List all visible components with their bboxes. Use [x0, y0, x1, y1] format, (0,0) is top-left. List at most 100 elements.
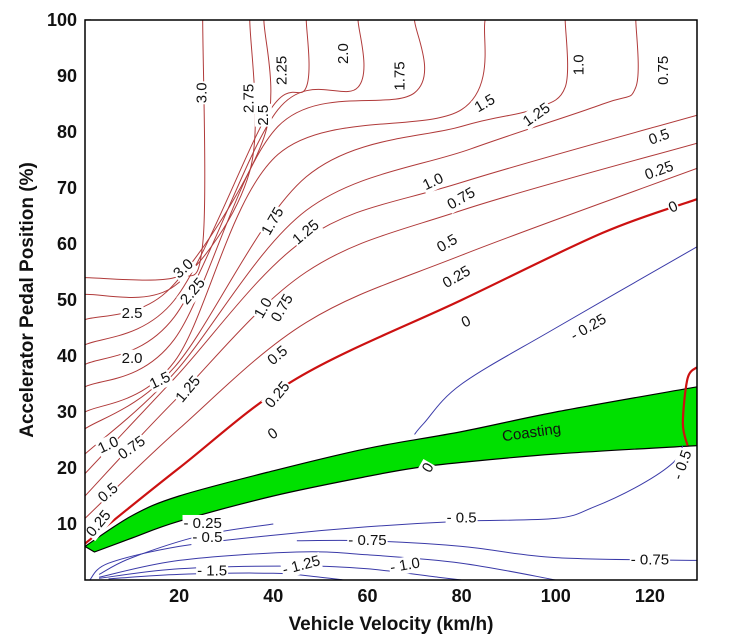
contour-line — [85, 20, 569, 430]
contour-label-backing — [263, 341, 292, 370]
contour-label-backing — [176, 273, 210, 309]
contour-label-backing — [443, 183, 480, 214]
contour-level-label: - 0.75 — [631, 551, 669, 568]
contour-line — [85, 20, 426, 388]
contour-level-label: 1.0 — [570, 54, 587, 75]
contour-level-label: 2.25 — [274, 56, 291, 85]
contour-level-label: 0.75 — [655, 56, 672, 85]
contour-label-backing — [391, 60, 409, 92]
contour-label-backing — [433, 230, 462, 257]
contour-label-backing — [196, 562, 229, 580]
contour-label-backing — [114, 432, 150, 464]
contour-label-backing — [193, 81, 211, 105]
contour-label-backing — [267, 290, 298, 326]
contour-level-label: 0.5 — [646, 126, 671, 149]
x-tick-label: 60 — [357, 586, 377, 606]
contour-label-backing — [334, 42, 352, 66]
contour-label-backing — [645, 125, 673, 149]
y-tick-label: 10 — [57, 514, 77, 534]
contour-label-backing — [457, 312, 475, 332]
contour-label-backing — [82, 506, 116, 542]
contour-level-label: 3.0 — [194, 82, 211, 103]
x-tick-label: 20 — [169, 586, 189, 606]
contour-line — [85, 20, 365, 365]
contour-label-backing — [629, 551, 671, 569]
x-tick-label: 40 — [263, 586, 283, 606]
y-tick-label: 80 — [57, 122, 77, 142]
contour-level-label: - 1.5 — [197, 563, 227, 580]
y-tick-label: 20 — [57, 458, 77, 478]
contour-label-backing — [120, 304, 144, 322]
contour-line — [85, 198, 697, 545]
contour-line — [681, 366, 697, 446]
contour-label-backing — [254, 103, 272, 127]
x-axis-title: Vehicle Velocity (km/h) — [289, 614, 494, 635]
contour-line — [85, 20, 639, 455]
contour-level-label: 2.0 — [122, 350, 143, 367]
coasting-region — [85, 386, 697, 553]
contour-label-backing — [93, 478, 123, 507]
contour-line — [85, 142, 697, 497]
plot-area: Coasting 3.0 2.752.52.252.01.751.5 1.251.0… — [82, 19, 698, 581]
contour-level-label: - 1.0 — [389, 554, 422, 576]
contour-label-backing — [182, 514, 223, 532]
contour-label-backing — [668, 447, 696, 483]
x-tick-label: 120 — [635, 586, 665, 606]
contour-level-label: 2.5 — [122, 305, 143, 322]
contour-label-backing — [146, 368, 175, 394]
contour-label-backing — [518, 98, 555, 131]
contour-label-backing — [279, 552, 324, 579]
contour-level-label: 2.0 — [335, 43, 352, 64]
contour-line — [99, 551, 556, 580]
contour-label-backing — [664, 197, 682, 218]
contour-level-label: - 0.5 — [447, 509, 477, 526]
contour-label-backing — [263, 424, 283, 444]
contour-label-backing — [261, 377, 295, 413]
y-tick-label: 40 — [57, 346, 77, 366]
contour-label-backing — [445, 509, 478, 527]
contour-label-backing — [418, 459, 439, 477]
coasting-region-layer: Coasting — [85, 386, 697, 553]
contour-label-backing — [94, 432, 123, 458]
contour-label-backing — [250, 293, 277, 323]
y-axis-title: Accelerator Pedal Position (%) — [17, 162, 38, 438]
y-tick-label: 30 — [57, 402, 77, 422]
contour-label-backing — [438, 261, 475, 293]
contour-label-backing — [191, 528, 224, 546]
contour-label-backing — [273, 54, 291, 87]
contour-label-backing — [120, 349, 144, 367]
x-tick-labels: 20 40 60 80 100 120 — [169, 574, 665, 606]
contour-label-backing — [655, 54, 673, 87]
contour-label-backing — [257, 203, 289, 240]
contour-label-backing — [641, 157, 677, 185]
y-tick-label: 50 — [57, 290, 77, 310]
y-tick-label: 70 — [57, 178, 77, 198]
y-tick-label: 60 — [57, 234, 77, 254]
contour-level-label: 1.75 — [391, 61, 408, 90]
contour-line — [99, 565, 462, 580]
contour-label-backing — [570, 53, 588, 77]
y-tick-label: 90 — [57, 66, 77, 86]
contour-label-backing — [419, 169, 448, 195]
x-tick-label: 100 — [541, 586, 571, 606]
contour-level-label: 2.75 — [241, 84, 258, 113]
contour-label-backing — [288, 215, 324, 249]
y-tick-label: 100 — [47, 10, 77, 30]
contour-line — [98, 523, 274, 575]
contour-label-backing — [240, 82, 258, 115]
contour-line — [414, 246, 697, 435]
contour-label-backing — [169, 254, 198, 283]
x-tick-label: 80 — [452, 586, 472, 606]
contour-label-backing — [470, 90, 500, 117]
contour-line — [85, 20, 310, 346]
contour-level-label: 2.5 — [255, 105, 272, 126]
contour-level-label: - 0.75 — [348, 532, 386, 549]
contour-level-label: - 0.25 — [184, 515, 222, 532]
contour-line — [108, 572, 344, 580]
y-tick-labels: 10 20 30 40 50 60 70 80 90 100 — [47, 10, 91, 534]
contour-label-backing — [387, 554, 423, 577]
contour-line — [85, 167, 697, 519]
contour-label-backing — [171, 371, 205, 407]
contour-level-label: - 0.5 — [192, 529, 222, 546]
